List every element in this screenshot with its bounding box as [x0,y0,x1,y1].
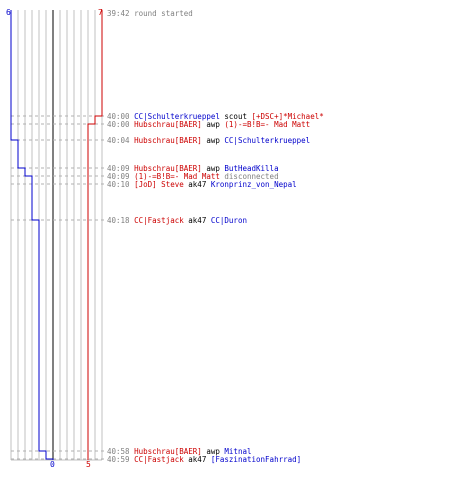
player-name: [+DSC+]*Michael* [251,112,324,121]
red-end-count: 5 [86,460,91,469]
player-name: ButHeadKilla [224,164,279,173]
player-name: Hubschrau[BAER] [134,136,202,145]
log-entry: 40:09 Hubschrau[BAER] awp ButHeadKilla [107,164,279,173]
log-entry: 40:04 Hubschrau[BAER] awp CC|Schulterkru… [107,136,310,145]
log-entry: 39:42 round started [107,9,193,18]
weapon-label: ak47 [183,180,211,189]
log-entry: 40:10 [JoD] Steve ak47 Kronprinz_von_Nep… [107,180,297,189]
log-entry: 40:09 (1)-=B!B=- Mad Matt disconnected [107,172,279,181]
log-time: 40:18 [107,216,135,225]
log-time: 40:00 [107,112,135,121]
player-name: Hubschrau[BAER] [134,447,202,456]
log-time: 40:04 [107,136,135,145]
red-start-count: 7 [98,8,103,17]
player-name: Mitnal [224,447,252,456]
log-time: 40:09 [107,164,135,173]
weapon-label: awp [201,120,225,129]
player-name: (1)-=B!B=- Mad Matt [134,172,220,181]
player-name: Hubschrau[BAER] [134,164,202,173]
player-name: round started [134,9,193,18]
blue-end-count: 0 [50,460,55,469]
weapon-label: awp [201,136,225,145]
player-name: CC|Schulterkrueppel [224,136,311,145]
player-name: disconnected [219,172,279,181]
log-time: 40:59 [107,455,135,464]
player-name: CC|Duron [210,216,247,225]
weapon-label: awp [201,164,225,173]
log-time: 40:00 [107,120,135,129]
player-name: CC|Schulterkrueppel [134,112,220,121]
player-name: (1)-=B!B=- Mad Matt [224,120,311,129]
player-name: CC|Fastjack [134,455,184,464]
log-entry: 40:00 CC|Schulterkrueppel scout [+DSC+]*… [107,112,324,121]
blue-team-line [10,10,54,460]
blue-start-count: 6 [6,8,11,17]
player-name: [FaszinationFahrrad] [210,455,302,464]
weapon-label: ak47 [183,216,211,225]
player-name: Kronprinz_von_Nepal [210,180,297,189]
log-time: 39:42 [107,9,135,18]
weapon-label: scout [219,112,252,121]
weapon-label: awp [201,447,225,456]
log-entry: 40:00 Hubschrau[BAER] awp (1)-=B!B=- Mad… [107,120,310,129]
player-name: CC|Fastjack [134,216,184,225]
log-entry: 40:59 CC|Fastjack ak47 [FaszinationFahrr… [107,455,301,464]
log-entry: 40:58 Hubschrau[BAER] awp Mitnal [107,447,252,456]
red-team-line [87,10,103,460]
player-name: [JoD] Steve [134,180,184,189]
log-time: 40:58 [107,447,135,456]
log-time: 40:09 [107,172,135,181]
log-entry: 40:18 CC|Fastjack ak47 CC|Duron [107,216,247,225]
player-name: Hubschrau[BAER] [134,120,202,129]
weapon-label: ak47 [183,455,211,464]
log-time: 40:10 [107,180,135,189]
